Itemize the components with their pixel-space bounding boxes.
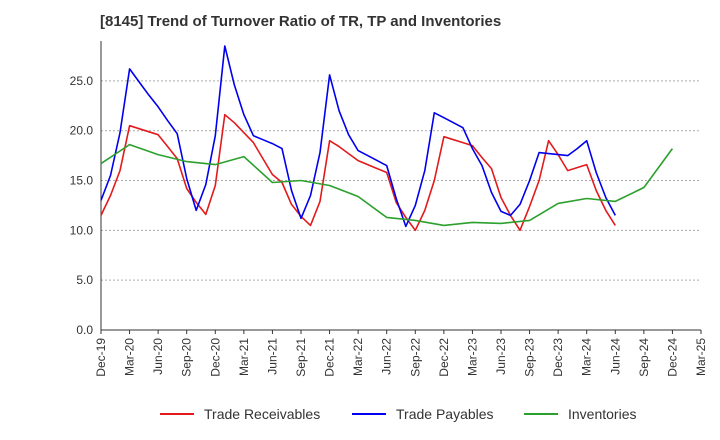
x-tick-label: Mar-23: [465, 338, 479, 376]
series-line-1: [100, 45, 617, 228]
x-tick-label: Mar-25: [694, 338, 708, 376]
x-tick-label: Dec-21: [323, 338, 337, 377]
y-tick-label: 0.0: [76, 323, 93, 337]
x-tick-label: Dec-24: [665, 338, 679, 377]
x-tick-label: Dec-22: [437, 338, 451, 377]
series-line-2: [100, 143, 674, 227]
y-tick-label: 20.0: [70, 124, 94, 138]
series-line-0: [100, 113, 616, 232]
y-tick-label: 15.0: [70, 174, 94, 188]
x-tick-label: Sep-24: [637, 338, 651, 377]
x-tick-label: Mar-21: [237, 338, 251, 376]
axis-layer: 0.0 5.0 10.0 15.0 20.0 25.0 Dec-19 Mar-20 Jun-20…: [70, 41, 708, 377]
x-tick-label: Jun-20: [151, 338, 165, 375]
y-tick-label: 10.0: [70, 223, 94, 237]
x-tick-label: Jun-21: [265, 338, 279, 375]
x-tick-label: Mar-22: [351, 338, 365, 376]
legend-label: Trade Receivables: [204, 406, 320, 422]
series-layer: [100, 45, 674, 232]
x-tick-label: Sep-21: [294, 338, 308, 377]
x-tick-label: Sep-20: [180, 338, 194, 377]
legend: Trade Receivables Trade Payables Inventori…: [160, 406, 636, 422]
y-tick-label: 5.0: [76, 273, 93, 287]
y-tick-label: 25.0: [70, 74, 94, 88]
x-tick-label: Sep-23: [523, 338, 537, 377]
x-tick-label: Jun-24: [608, 338, 622, 375]
grid-layer: [101, 80, 701, 281]
x-tick-label: Dec-20: [208, 338, 222, 377]
x-tick-label: Dec-23: [551, 338, 565, 377]
x-tick-label: Jun-22: [380, 338, 394, 375]
chart-title: [8145] Trend of Turnover Ratio of TR, TP…: [100, 13, 502, 30]
legend-label: Trade Payables: [396, 406, 494, 422]
x-tick-label: Dec-19: [94, 338, 108, 377]
x-tick-label: Jun-23: [494, 338, 508, 375]
x-tick-label: Mar-20: [123, 338, 137, 376]
legend-label: Inventories: [568, 406, 636, 422]
x-tick-label: Mar-24: [580, 338, 594, 376]
x-tick-label: Sep-22: [408, 338, 422, 377]
